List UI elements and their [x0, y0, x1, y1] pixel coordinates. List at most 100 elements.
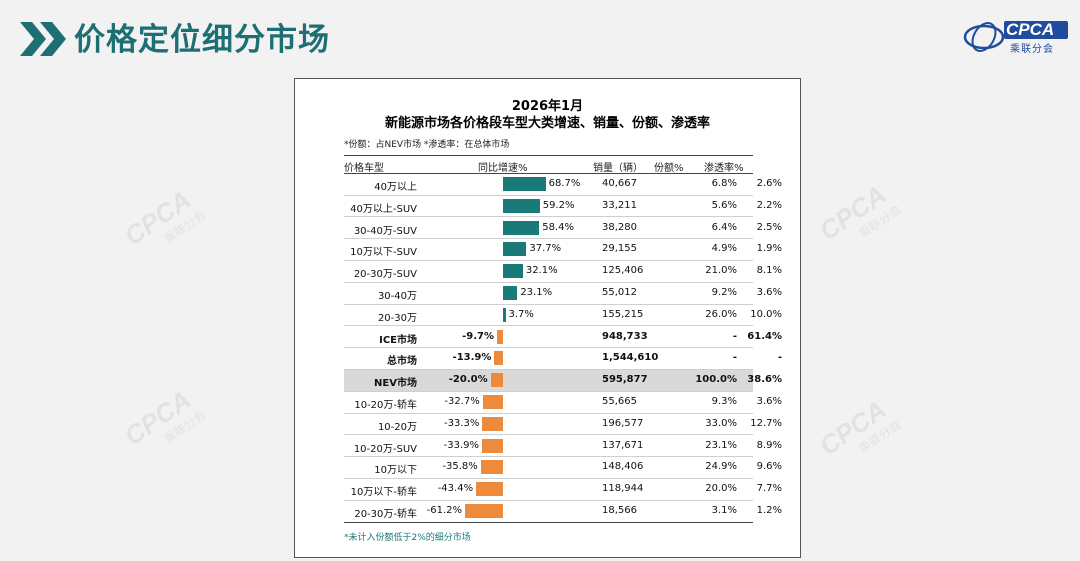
row-divider	[344, 303, 753, 305]
row-divider	[344, 390, 753, 392]
table-row: 40万以上-SUV 59.2% 33,211 5.6% 2.2%	[344, 196, 782, 218]
table-row: 10-20万-轿车 -32.7% 55,665 9.3% 3.6%	[344, 392, 782, 414]
header-top-rule	[344, 155, 753, 156]
segment-label: 10万以下-SUV	[350, 247, 417, 259]
page-title: 价格定位细分市场	[74, 22, 330, 58]
growth-bar	[503, 198, 540, 213]
header-bottom-rule	[344, 173, 753, 174]
growth-bar	[480, 460, 503, 475]
logo-subtext: 乘联分会	[1010, 44, 1054, 55]
share-value: 23.1%	[705, 439, 737, 451]
segment-label: 10-20万	[377, 421, 417, 433]
share-value: 9.3%	[711, 396, 737, 407]
table-row: ICE市场 -9.7% 948,733 -61.4%	[344, 327, 782, 349]
volume-value: 18,566	[602, 505, 637, 516]
growth-label: 59.2%	[542, 199, 575, 211]
segment-label: ICE市场	[379, 334, 417, 346]
growth-label: 32.1%	[525, 265, 558, 277]
penetration-value: -	[777, 352, 782, 364]
row-divider	[344, 194, 753, 196]
row-divider	[344, 478, 753, 480]
penetration-value: 2.2%	[756, 199, 782, 211]
header-segment: 价格车型	[344, 163, 384, 174]
segment-label: 10万以下	[374, 465, 417, 477]
chart-panel: 2026年1月 新能源市场各价格段车型大类增速、销量、份额、渗透率 *份额：占N…	[294, 78, 801, 558]
penetration-value: 12.7%	[750, 417, 782, 429]
growth-label: -9.7%	[462, 330, 494, 342]
row-divider	[344, 281, 753, 283]
growth-label: 37.7%	[529, 243, 562, 255]
volume-value: 137,671	[602, 439, 644, 451]
share-value: 20.0%	[705, 483, 737, 495]
share-value: 24.9%	[705, 461, 737, 473]
growth-bar	[494, 351, 503, 366]
growth-label: -20.0%	[448, 374, 488, 386]
segment-label: 总市场	[387, 356, 417, 368]
volume-value: 33,211	[602, 199, 637, 211]
growth-bar	[482, 416, 503, 431]
row-divider	[344, 456, 753, 458]
row-divider	[344, 412, 753, 414]
double-chevron-icon	[20, 22, 66, 56]
row-divider	[344, 347, 753, 349]
growth-bar	[481, 438, 503, 453]
growth-bar	[503, 307, 506, 322]
share-value: 3.1%	[711, 505, 737, 516]
volume-value: 38,280	[602, 221, 637, 233]
segment-label: 10-20万-轿车	[354, 400, 417, 411]
slide-header: 价格定位细分市场 CPCA 乘联分会	[0, 0, 1080, 75]
row-divider	[344, 434, 753, 436]
volume-value: 29,155	[602, 243, 637, 255]
share-value: 33.0%	[705, 417, 737, 429]
growth-bar	[465, 504, 503, 518]
volume-value: 118,944	[602, 483, 644, 495]
row-divider	[344, 325, 753, 327]
segment-label: 20-30万-SUV	[353, 269, 417, 281]
share-value: 4.9%	[711, 243, 737, 255]
growth-label: -33.3%	[443, 417, 480, 429]
growth-bar	[490, 373, 503, 388]
penetration-value: 1.2%	[756, 505, 782, 516]
growth-bar	[503, 177, 546, 191]
share-value: 9.2%	[711, 287, 737, 298]
penetration-value: 3.6%	[756, 287, 782, 298]
growth-bar	[503, 264, 523, 279]
segment-label: 30-40万	[377, 291, 417, 302]
segment-label: 40万以上-SUV	[350, 203, 417, 215]
segment-label: NEV市场	[374, 378, 417, 390]
penetration-value: 9.6%	[756, 461, 782, 473]
segment-label: 30-40万-SUV	[353, 225, 417, 237]
share-value: 26.0%	[705, 308, 737, 320]
row-divider	[344, 369, 753, 371]
growth-bar	[482, 395, 503, 409]
growth-bar	[503, 220, 540, 235]
row-divider	[344, 260, 753, 262]
penetration-value: 1.9%	[756, 243, 782, 255]
growth-label: 23.1%	[520, 287, 553, 298]
penetration-value: 38.6%	[747, 374, 782, 386]
watermark: CPCA 乘联分会	[118, 184, 209, 252]
penetration-value: 8.9%	[756, 439, 782, 451]
watermark: CPCA 乘联分会	[118, 384, 209, 452]
table-row: 10-20万 -33.3% 196,577 33.0% 12.7%	[344, 414, 782, 436]
logo-text: CPCA	[1006, 20, 1055, 39]
row-divider	[344, 499, 753, 501]
chart-note: *份额：占NEV市场 *渗透率：在总体市场	[344, 140, 510, 150]
growth-bar	[503, 242, 527, 257]
growth-label: 58.4%	[542, 221, 574, 233]
chart-title: 新能源市场各价格段车型大类增速、销量、份额、渗透率	[384, 116, 710, 131]
penetration-value: 61.4%	[747, 330, 782, 342]
segment-label: 20-30万-轿车	[354, 509, 417, 520]
penetration-value: 2.5%	[756, 221, 782, 233]
penetration-value: 7.7%	[756, 483, 782, 495]
table-row: NEV市场 -20.0% 595,877 100.0% 38.6%	[344, 370, 782, 392]
volume-value: 148,406	[602, 461, 644, 473]
penetration-value: 10.0%	[750, 308, 782, 320]
share-value: -	[732, 352, 737, 364]
share-value: 21.0%	[705, 265, 737, 277]
watermark: CPCA 乘联分会	[813, 394, 904, 462]
growth-label: 3.7%	[508, 308, 534, 320]
segment-label: 10万以下-轿车	[350, 487, 417, 499]
header-growth: 同比增速%	[478, 163, 528, 174]
share-value: -	[732, 330, 737, 342]
